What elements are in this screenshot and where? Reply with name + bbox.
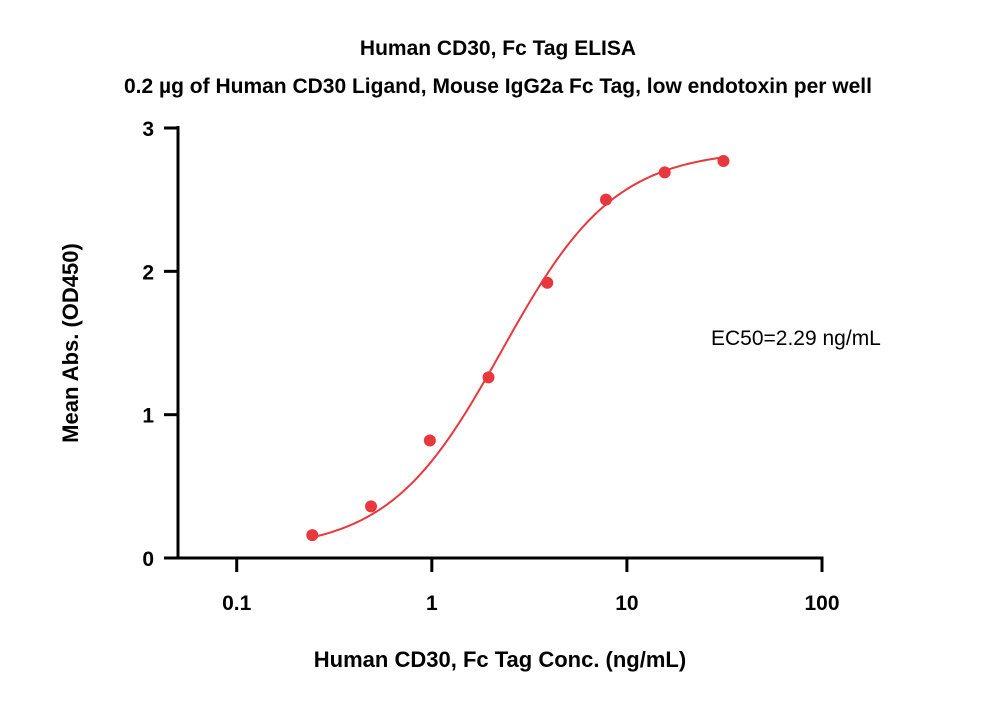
x-axis-ticks: 0.1 1 10 100 bbox=[222, 558, 840, 615]
y-axis-label: Mean Abs. (OD450) bbox=[58, 243, 83, 443]
chart-subtitle: 0.2 µg of Human CD30 Ligand, Mouse IgG2a… bbox=[124, 75, 872, 98]
fit-curve-layer bbox=[312, 156, 724, 539]
fit-curve bbox=[312, 156, 724, 539]
data-point bbox=[306, 529, 319, 542]
x-tick-label: 100 bbox=[804, 592, 839, 615]
data-point bbox=[541, 276, 554, 289]
y-tick-label: 2 bbox=[142, 261, 154, 284]
y-axis-ticks: 0 1 2 3 bbox=[142, 118, 178, 571]
ec50-annotation: EC50=2.29 ng/mL bbox=[711, 327, 881, 350]
y-tick-label: 3 bbox=[142, 118, 154, 141]
x-tick-label: 1 bbox=[426, 592, 438, 615]
data-point bbox=[482, 371, 495, 384]
y-tick-label: 1 bbox=[142, 405, 154, 428]
axes bbox=[176, 126, 824, 560]
data-point bbox=[600, 193, 612, 206]
y-tick-label: 0 bbox=[142, 548, 154, 571]
data-point bbox=[717, 154, 730, 167]
data-points bbox=[306, 154, 730, 542]
data-point bbox=[423, 434, 436, 447]
x-tick-label: 0.1 bbox=[222, 592, 252, 615]
chart-title: Human CD30, Fc Tag ELISA bbox=[360, 37, 636, 60]
x-axis-label: Human CD30, Fc Tag Conc. (ng/mL) bbox=[314, 647, 686, 672]
data-point bbox=[658, 166, 671, 179]
x-tick-label: 10 bbox=[615, 592, 638, 615]
data-point bbox=[365, 500, 378, 513]
